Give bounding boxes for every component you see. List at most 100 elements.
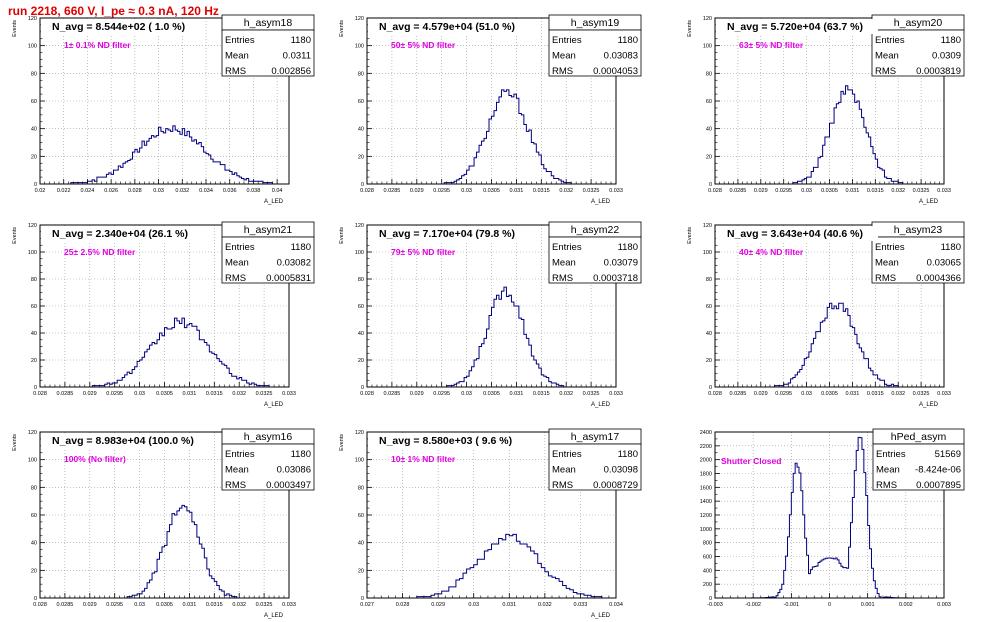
stats-label-entries: Entries bbox=[875, 35, 905, 46]
x-tick-label: 0.028 bbox=[360, 188, 374, 194]
stats-value-rms: 0.0004366 bbox=[916, 273, 961, 284]
y-tick-label: 80 bbox=[358, 277, 364, 283]
x-axis-label: A_LED bbox=[264, 199, 284, 205]
y-tick-label: 80 bbox=[358, 71, 364, 77]
x-tick-label: 0.032 bbox=[891, 188, 905, 194]
x-tick-label: -0.003 bbox=[707, 602, 723, 608]
stats-value-entries: 1180 bbox=[618, 242, 638, 253]
panel-h-asym23: 0.028 0.0285 0.029 0.0295 0.03 0.0305 0.031 0.0… bbox=[687, 221, 965, 408]
x-tick-label: 0.0295 bbox=[433, 391, 450, 397]
x-tick-label: 0.032 bbox=[232, 602, 246, 608]
x-tick-label: 0.026 bbox=[104, 188, 118, 194]
x-tick-label: 0.0285 bbox=[56, 602, 73, 608]
y-tick-label: 120 bbox=[355, 430, 364, 436]
stats-value-mean: -8.424e-06 bbox=[915, 465, 961, 476]
stats-label-entries: Entries bbox=[875, 242, 905, 253]
stats-value-rms: 0.0005831 bbox=[266, 273, 311, 284]
y-tick-label: 2200 bbox=[700, 444, 712, 450]
navg-header: N_avg = 3.643e+04 (40.6 %) bbox=[716, 226, 878, 241]
x-tick-label: 0.0315 bbox=[206, 391, 223, 397]
histogram-line bbox=[715, 85, 944, 185]
x-axis-label: A_LED bbox=[264, 402, 284, 408]
stats-body-box bbox=[221, 29, 315, 77]
filter-annotation: 10± 1% ND filter bbox=[391, 454, 456, 464]
navg-header-text: N_avg = 4.579e+04 (51.0 %) bbox=[379, 21, 515, 33]
panel-h-asym22: 0.028 0.0285 0.029 0.0295 0.03 0.0305 0.031 0.0… bbox=[339, 221, 642, 408]
y-tick-label: 60 bbox=[31, 99, 37, 105]
navg-header-text: N_avg = 8.983e+04 (100.0 %) bbox=[52, 435, 194, 447]
panel-h-asym21: 0.028 0.0285 0.029 0.0295 0.03 0.0305 0.031 0.0… bbox=[12, 221, 315, 408]
y-tick-label: 120 bbox=[355, 16, 364, 22]
navg-header: N_avg = 2.340e+04 (26.1 %) bbox=[41, 226, 203, 241]
stats-label-entries: Entries bbox=[552, 242, 582, 253]
y-tick-label: 60 bbox=[358, 99, 364, 105]
y-tick-label: 2000 bbox=[700, 458, 712, 464]
y-tick-label: 100 bbox=[355, 458, 364, 464]
panel-h-asym18: 0.02 0.022 0.024 0.026 0.028 0.03 0.032 0.034 0.… bbox=[12, 14, 315, 205]
x-axis-label: A_LED bbox=[591, 199, 611, 205]
x-tick-label: 0.003 bbox=[937, 602, 951, 608]
stats-value-mean: 0.0311 bbox=[283, 51, 311, 62]
stats-title: h_asym20 bbox=[894, 17, 943, 29]
x-tick-label: 0.03 bbox=[461, 188, 472, 194]
stats-value-mean: 0.03083 bbox=[604, 51, 638, 62]
y-tick-label: 120 bbox=[28, 223, 37, 229]
x-tick-label: 0.0295 bbox=[106, 602, 123, 608]
stats-value-mean: 0.03079 bbox=[604, 258, 638, 269]
y-tick-label: 1600 bbox=[700, 485, 712, 491]
x-tick-label: 0.029 bbox=[754, 188, 768, 194]
navg-header-text: N_avg = 2.340e+04 (26.1 %) bbox=[52, 228, 188, 240]
navg-header: N_avg = 7.170e+04 (79.8 %) bbox=[368, 226, 530, 241]
navg-header-text: N_avg = 8.580e+03 ( 9.6 %) bbox=[379, 435, 512, 447]
y-tick-label: 80 bbox=[706, 71, 712, 77]
y-tick-label: 40 bbox=[31, 331, 37, 337]
x-tick-label: 0.03 bbox=[468, 602, 479, 608]
x-tick-label: 0.0285 bbox=[729, 188, 746, 194]
x-tick-label: 0 bbox=[828, 602, 831, 608]
stats-box: h_asym17 Entries 1180 Mean 0.03098 RMS 0.00087… bbox=[548, 428, 642, 491]
y-tick-label: 100 bbox=[28, 458, 37, 464]
stats-label-mean: Mean bbox=[225, 465, 249, 476]
y-tick-label: 40 bbox=[31, 127, 37, 133]
navg-header-text: N_avg = 8.544e+02 ( 1.0 %) bbox=[52, 21, 185, 33]
x-tick-label: 0.031 bbox=[510, 188, 524, 194]
stats-label-entries: Entries bbox=[552, 449, 582, 460]
stats-label-entries: Entries bbox=[225, 35, 255, 46]
y-tick-label: 100 bbox=[355, 44, 364, 50]
stats-title: h_asym19 bbox=[571, 17, 620, 29]
stats-value-entries: 1180 bbox=[941, 35, 961, 46]
x-tick-label: 0.032 bbox=[891, 391, 905, 397]
y-tick-label: 60 bbox=[706, 304, 712, 310]
stats-body-box bbox=[221, 443, 315, 491]
x-tick-label: 0.0315 bbox=[206, 602, 223, 608]
x-tick-label: 0.029 bbox=[410, 391, 424, 397]
y-axis-label: Events bbox=[339, 20, 345, 37]
y-tick-label: 80 bbox=[358, 485, 364, 491]
stats-label-entries: Entries bbox=[876, 449, 906, 460]
stats-value-rms: 0.0004053 bbox=[593, 66, 638, 77]
y-axis-label: Events bbox=[687, 227, 693, 244]
navg-header-bg bbox=[368, 226, 530, 241]
y-tick-label: 20 bbox=[31, 154, 37, 160]
navg-header-text: N_avg = 7.170e+04 (79.8 %) bbox=[379, 228, 515, 240]
x-tick-label: 0.033 bbox=[609, 188, 623, 194]
x-tick-label: 0.031 bbox=[502, 602, 516, 608]
x-tick-label: 0.0305 bbox=[821, 391, 838, 397]
y-tick-label: 1200 bbox=[700, 513, 712, 519]
x-tick-label: 0.029 bbox=[754, 391, 768, 397]
x-tick-label: 0.032 bbox=[175, 188, 189, 194]
x-tick-label: 0.028 bbox=[33, 391, 47, 397]
stats-title: hPed_asym bbox=[891, 431, 947, 443]
y-tick-label: 80 bbox=[31, 485, 37, 491]
y-tick-label: 1000 bbox=[700, 527, 712, 533]
stats-value-entries: 1180 bbox=[291, 242, 311, 253]
stats-value-entries: 1180 bbox=[941, 242, 961, 253]
y-tick-label: 0 bbox=[361, 182, 364, 188]
x-tick-label: 0.034 bbox=[609, 602, 623, 608]
y-tick-label: 100 bbox=[28, 250, 37, 256]
y-tick-label: 20 bbox=[358, 154, 364, 160]
y-tick-label: 2400 bbox=[700, 430, 712, 436]
stats-box: h_asym19 Entries 1180 Mean 0.03083 RMS 0.00040… bbox=[548, 14, 642, 77]
x-axis-label: A_LED bbox=[264, 613, 284, 619]
x-tick-label: 0.032 bbox=[232, 391, 246, 397]
